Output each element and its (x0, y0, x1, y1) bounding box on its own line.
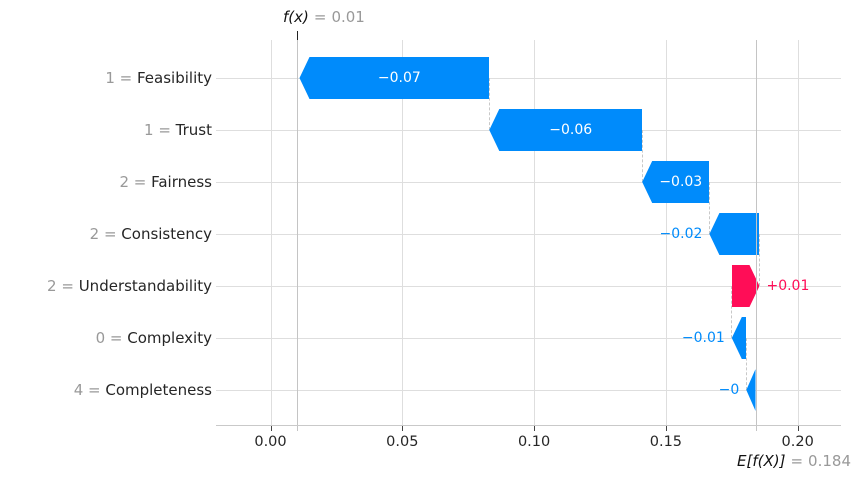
row-gridline (216, 390, 841, 391)
bar-feasibility (299, 57, 490, 99)
waterfall-connector (488, 78, 490, 130)
expected-value-number: 0.184 (808, 452, 851, 470)
feature-value-trust: 1 = (144, 121, 176, 139)
bar-value-complexity: −0.01 (681, 330, 725, 346)
feature-name-completeness: Completeness (105, 381, 212, 399)
x-tick-mark (797, 425, 799, 431)
expected-value-reference-line (755, 40, 757, 431)
bar-value-trust: −0.06 (549, 122, 593, 138)
x-gridline (797, 40, 799, 425)
fx-symbol: f(x) (283, 8, 309, 26)
bar-value-consistency: −0.02 (659, 226, 703, 242)
x-tick-mark (534, 425, 536, 431)
waterfall-connector (708, 182, 710, 234)
x-gridline (534, 40, 536, 425)
row-gridline (216, 182, 841, 183)
fx-equals: = (313, 8, 327, 26)
feature-name-understandability: Understandability (78, 277, 212, 295)
bar-value-understandability: +0.01 (766, 278, 810, 294)
x-tick-label: 0.10 (517, 434, 551, 450)
feature-label-fairness: 2 = Fairness (0, 171, 212, 193)
feature-value-feasibility: 1 = (105, 69, 137, 87)
feature-value-understandability: 2 = (47, 277, 79, 295)
feature-label-trust: 1 = Trust (0, 119, 212, 141)
feature-value-completeness: 4 = (73, 381, 106, 399)
x-gridline (665, 40, 667, 425)
feature-value-complexity: 0 = (95, 329, 128, 347)
row-gridline (216, 234, 841, 235)
bar-complexity (731, 317, 747, 359)
x-tick-mark (665, 425, 667, 431)
x-gridline (270, 40, 272, 425)
waterfall-connector (758, 234, 760, 286)
expected-value-equals: = (790, 452, 804, 470)
fx-top-tick (296, 31, 299, 40)
bar-trust (489, 109, 643, 151)
row-gridline (216, 78, 841, 79)
bar-consistency (709, 213, 760, 255)
feature-label-consistency: 2 = Consistency (0, 223, 212, 245)
waterfall-connector (641, 130, 643, 182)
fx-value-annotation: f(x) = 0.01 (283, 8, 365, 26)
bar-value-fairness: −0.03 (659, 174, 703, 190)
x-tick-mark (402, 425, 404, 431)
feature-name-trust: Trust (175, 121, 212, 139)
expected-value-symbol: E[f(X)] (737, 452, 786, 470)
feature-value-consistency: 2 = (89, 225, 122, 243)
x-tick-label: 0.20 (781, 434, 814, 450)
expected-value-annotation: E[f(X)] = 0.184 (737, 452, 851, 470)
feature-value-fairness: 2 = (119, 173, 152, 191)
row-gridline (216, 286, 841, 287)
fx-reference-line (296, 40, 298, 431)
x-tick-label: 0.05 (386, 434, 419, 450)
waterfall-connector (745, 338, 747, 390)
row-gridline (216, 338, 841, 339)
x-tick-mark (270, 425, 272, 431)
bar-value-feasibility: −0.07 (377, 70, 421, 86)
feature-name-complexity: Complexity (127, 329, 212, 347)
bar-fairness (642, 161, 710, 203)
feature-label-complexity: 0 = Complexity (0, 327, 212, 349)
feature-name-fairness: Fairness (151, 173, 212, 191)
waterfall-connector (731, 286, 733, 338)
bar-value-completeness: −0 (718, 382, 740, 398)
x-tick-label: 0.00 (254, 434, 287, 450)
x-gridline (402, 40, 404, 425)
x-tick-label: 0.15 (649, 434, 683, 450)
feature-label-feasibility: 1 = Feasibility (0, 67, 212, 89)
feature-label-understandability: 2 = Understandability (0, 275, 212, 297)
feature-label-completeness: 4 = Completeness (0, 379, 212, 401)
fx-value: 0.01 (331, 8, 365, 26)
x-axis-line (216, 425, 841, 426)
feature-name-consistency: Consistency (121, 225, 212, 243)
feature-name-feasibility: Feasibility (137, 69, 212, 87)
bar-completeness (746, 369, 756, 411)
